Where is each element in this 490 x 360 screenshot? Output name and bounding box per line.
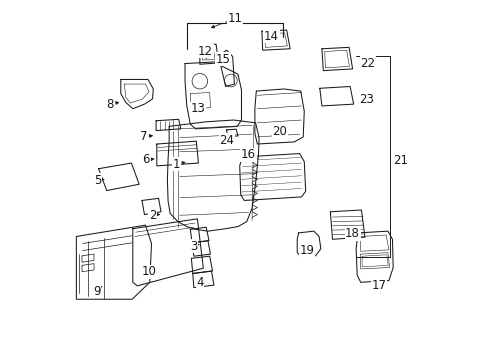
Text: 20: 20 [272,125,287,138]
Text: 11: 11 [228,12,243,25]
Text: 9: 9 [93,285,100,298]
Text: 24: 24 [219,134,234,147]
Text: 21: 21 [392,154,408,167]
Text: 3: 3 [190,240,197,253]
Text: 22: 22 [360,57,375,70]
Text: 8: 8 [106,98,114,111]
Text: 16: 16 [241,148,256,161]
Text: 2: 2 [149,209,156,222]
Text: 18: 18 [345,227,360,240]
Text: 19: 19 [299,244,314,257]
Text: 1: 1 [172,158,180,171]
Text: 7: 7 [140,130,147,143]
Text: 6: 6 [143,153,150,166]
Text: 4: 4 [196,276,203,289]
Text: 12: 12 [198,45,213,58]
Text: 14: 14 [264,30,279,42]
Text: 5: 5 [94,174,101,186]
Text: 10: 10 [142,265,156,278]
Text: 17: 17 [371,279,387,292]
Text: 23: 23 [359,93,374,106]
Text: 13: 13 [191,102,206,115]
Text: 15: 15 [216,53,231,66]
